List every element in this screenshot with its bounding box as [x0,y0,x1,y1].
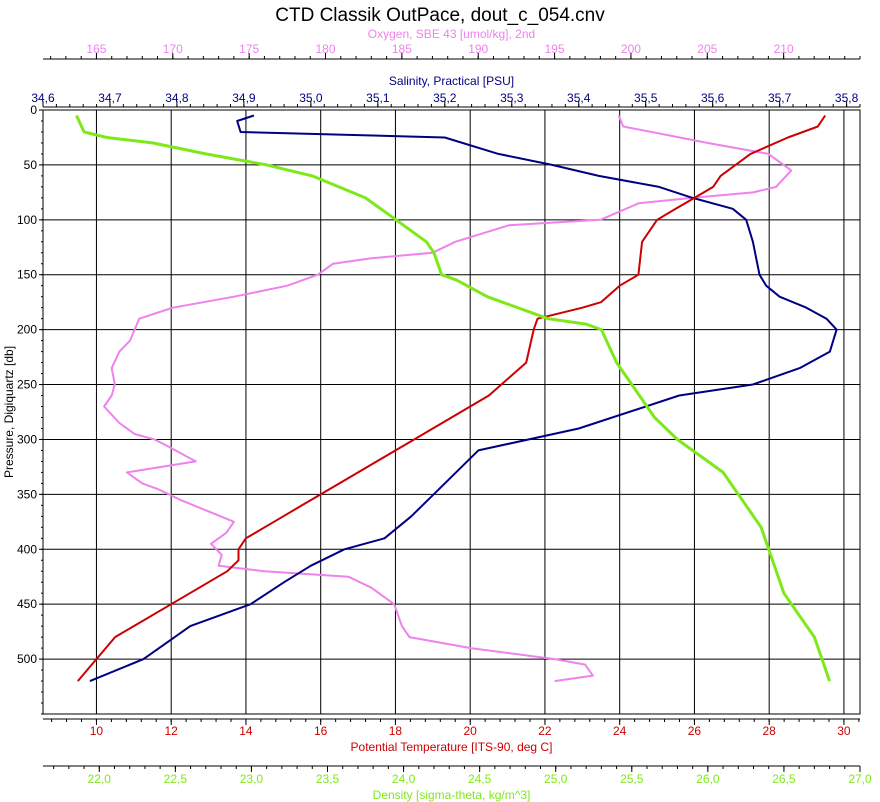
oxygen-tick-label: 190 [468,42,488,56]
oxygen-tick-label: 165 [86,42,106,56]
temperature-tick-label: 14 [239,724,253,738]
temperature-tick-label: 20 [464,724,478,738]
plot-frame [42,109,861,715]
y-tick-label: 100 [17,213,37,227]
density-tick-label: 26,0 [696,772,720,786]
y-tick-label: 350 [17,487,37,501]
salinity-axis-label: Salinity, Practical [PSU] [389,74,514,88]
density-tick-label: 23,5 [316,772,340,786]
density-tick-label: 24,5 [468,772,492,786]
density-tick-label: 26,5 [772,772,796,786]
density-tick-label: 25,0 [544,772,568,786]
temperature-series-line [77,114,827,682]
salinity-tick-label: 35,6 [701,91,725,105]
density-tick-label: 23,0 [240,772,264,786]
temperature-tick-label: 28 [763,724,777,738]
salinity-tick-label: 35,0 [299,91,323,105]
y-axis-label: Pressure, Digiquartz [db] [2,346,16,478]
y-tick-label: 0 [30,103,37,117]
salinity-tick-label: 35,4 [567,91,591,105]
density-tick-label: 25,5 [620,772,644,786]
salinity-tick-label: 35,8 [835,91,859,105]
temperature-tick-label: 16 [314,724,328,738]
y-tick-label: 300 [17,432,37,446]
temperature-tick-label: 26 [688,724,702,738]
y-tick-label: 500 [17,652,37,666]
temperature-tick-label: 10 [90,724,104,738]
density-axis-label: Density [sigma-theta, kg/m^3] [373,788,531,802]
oxygen-tick-label: 180 [315,42,335,56]
y-tick-label: 450 [17,597,37,611]
density-tick-label: 22,5 [164,772,188,786]
density-tick-label: 24,0 [392,772,416,786]
oxygen-series-line [103,115,793,683]
oxygen-tick-label: 210 [774,42,794,56]
oxygen-tick-label: 195 [545,42,565,56]
y-tick-label: 250 [17,378,37,392]
density-series-line [75,114,832,682]
temperature-tick-label: 30 [837,724,851,738]
oxygen-tick-label: 175 [239,42,259,56]
density-tick-label: 22,0 [88,772,112,786]
salinity-tick-label: 35,5 [634,91,658,105]
salinity-tick-label: 34,9 [232,91,256,105]
temperature-tick-label: 22 [538,724,552,738]
salinity-tick-label: 35,7 [768,91,792,105]
temperature-tick-label: 12 [165,724,179,738]
salinity-tick-label: 34,8 [165,91,189,105]
temperature-axis-label: Potential Temperature [ITS-90, deg C] [351,740,553,754]
density-tick-label: 27,0 [848,772,872,786]
salinity-tick-label: 34,7 [98,91,122,105]
salinity-tick-label: 34,6 [31,91,55,105]
oxygen-axis-label: Oxygen, SBE 43 [umol/kg], 2nd [368,27,535,41]
y-tick-label: 200 [17,323,37,337]
salinity-tick-label: 35,2 [433,91,457,105]
oxygen-tick-label: 205 [697,42,717,56]
oxygen-tick-label: 170 [163,42,183,56]
salinity-tick-label: 35,1 [366,91,390,105]
salinity-tick-label: 35,3 [500,91,524,105]
y-tick-label: 150 [17,268,37,282]
oxygen-tick-label: 185 [392,42,412,56]
temperature-tick-label: 24 [613,724,627,738]
salinity-series-line [89,114,838,683]
oxygen-tick-label: 200 [621,42,641,56]
y-tick-label: 50 [24,158,38,172]
y-tick-label: 400 [17,542,37,556]
chart-title: CTD Classik OutPace, dout_c_054.cnv [275,5,605,26]
temperature-tick-label: 18 [389,724,403,738]
